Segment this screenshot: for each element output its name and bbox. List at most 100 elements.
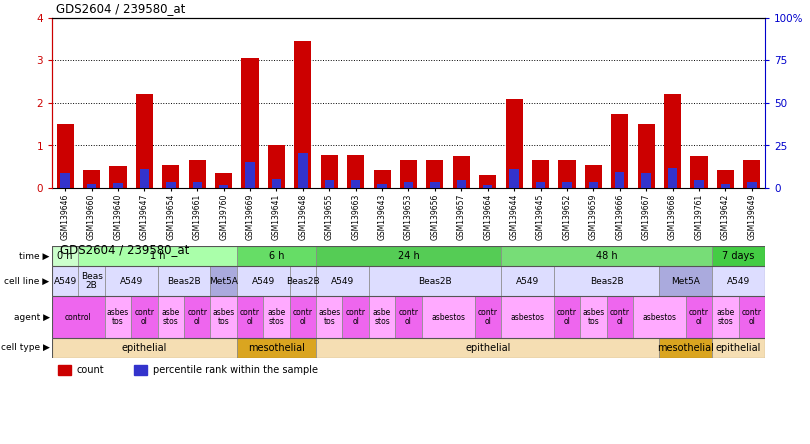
Text: contr
ol: contr ol [293, 308, 313, 325]
Text: A549: A549 [330, 277, 354, 285]
Bar [321, 155, 338, 188]
Bar [426, 160, 444, 188]
Bar [290, 266, 316, 296]
Bar [316, 266, 369, 296]
Bar [79, 266, 104, 296]
Bar [712, 266, 765, 296]
Bar [294, 41, 312, 188]
Text: contr
ol: contr ol [187, 308, 207, 325]
Text: count: count [76, 365, 104, 375]
Text: contr
ol: contr ol [134, 308, 155, 325]
Bar [615, 172, 625, 188]
Bar [668, 167, 677, 188]
Bar [61, 173, 70, 188]
Bar [422, 296, 475, 338]
Bar [52, 296, 104, 338]
Bar [245, 162, 255, 188]
Bar [109, 166, 126, 188]
Bar [215, 173, 232, 188]
Text: 48 h: 48 h [595, 251, 617, 261]
Bar [325, 180, 334, 188]
Bar [237, 296, 263, 338]
Bar [659, 266, 712, 296]
Text: contr
ol: contr ol [742, 308, 761, 325]
Bar [612, 114, 629, 188]
Text: asbe
stos: asbe stos [162, 308, 180, 325]
Text: asbes
tos: asbes tos [318, 308, 340, 325]
Bar [136, 95, 153, 188]
Bar [166, 182, 176, 188]
Bar [139, 169, 149, 188]
Bar [558, 160, 576, 188]
Bar [268, 146, 285, 188]
Text: epithelial: epithelial [716, 343, 761, 353]
Text: GDS2604 / 239580_at: GDS2604 / 239580_at [56, 2, 185, 15]
Bar [52, 266, 79, 296]
Text: asbes
tos: asbes tos [107, 308, 129, 325]
Bar [162, 165, 180, 188]
Text: contr
ol: contr ol [240, 308, 260, 325]
Bar [131, 296, 158, 338]
Bar [509, 169, 519, 188]
Text: contr
ol: contr ol [689, 308, 709, 325]
Text: 24 h: 24 h [398, 251, 420, 261]
Text: cell type ▶: cell type ▶ [1, 344, 49, 353]
Bar [430, 182, 440, 188]
Text: contr
ol: contr ol [399, 308, 419, 325]
Text: contr
ol: contr ol [346, 308, 365, 325]
Bar [193, 182, 202, 188]
Bar [113, 183, 123, 188]
Text: Beas2B: Beas2B [590, 277, 624, 285]
Bar [316, 338, 659, 358]
Bar [457, 180, 466, 188]
Bar [532, 160, 549, 188]
Bar [554, 266, 659, 296]
Text: Beas2B: Beas2B [418, 277, 452, 285]
Text: Met5A: Met5A [209, 277, 238, 285]
Bar [607, 296, 633, 338]
Text: A549: A549 [727, 277, 750, 285]
Bar [87, 184, 96, 188]
Bar [686, 296, 712, 338]
Text: Beas2B: Beas2B [167, 277, 201, 285]
Bar [104, 266, 158, 296]
Bar [712, 296, 739, 338]
Bar [211, 296, 237, 338]
Text: contr
ol: contr ol [478, 308, 497, 325]
Bar [237, 338, 316, 358]
Text: A549: A549 [53, 277, 77, 285]
Bar [211, 266, 237, 296]
Text: 0 h: 0 h [58, 251, 73, 261]
Bar [52, 338, 237, 358]
Bar [237, 266, 290, 296]
Bar [589, 182, 598, 188]
Text: cell line ▶: cell line ▶ [4, 277, 49, 285]
Bar [158, 296, 184, 338]
Bar [369, 296, 395, 338]
Bar [57, 124, 74, 188]
Bar [158, 266, 211, 296]
Text: asbestos: asbestos [431, 313, 465, 321]
Bar [580, 296, 607, 338]
Bar [717, 170, 734, 188]
Bar [505, 99, 522, 188]
Bar [642, 173, 651, 188]
Text: 6 h: 6 h [269, 251, 284, 261]
Bar [369, 266, 501, 296]
Bar [585, 165, 602, 188]
Text: agent ▶: agent ▶ [14, 313, 49, 321]
Bar [664, 95, 681, 188]
Bar [637, 124, 654, 188]
Bar [263, 296, 290, 338]
Bar [501, 266, 554, 296]
Bar [659, 338, 712, 358]
Bar [721, 184, 730, 188]
Bar [373, 170, 390, 188]
Text: control: control [65, 313, 92, 321]
Bar [134, 365, 147, 375]
Text: asbes
tos: asbes tos [582, 308, 604, 325]
Bar [453, 156, 470, 188]
Bar [104, 296, 131, 338]
Text: GDS2604 / 239580_at: GDS2604 / 239580_at [60, 243, 190, 256]
Bar [351, 180, 360, 188]
